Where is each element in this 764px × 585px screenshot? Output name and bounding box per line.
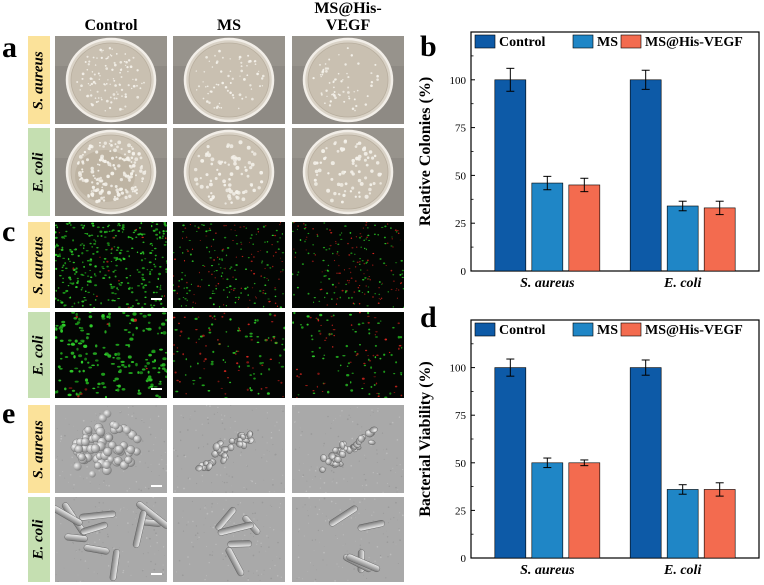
scale-bar <box>151 298 162 300</box>
fluorescence-s-aureus-control <box>55 222 167 308</box>
x-category-label: S. aureus <box>520 276 575 291</box>
bar-control-1 <box>629 367 662 559</box>
bar-ms-his-vegf-0 <box>568 184 601 272</box>
row-label-e-s-aureus: S. aureus <box>28 405 50 493</box>
bar-ms-0 <box>531 462 564 559</box>
bar-ms-1 <box>666 205 699 272</box>
bar-ms-his-vegf-0 <box>568 462 601 559</box>
legend-swatch-control <box>474 34 496 49</box>
panel-letter-b: b <box>420 30 437 63</box>
y-tick-label: 50 <box>455 458 467 470</box>
scale-bar <box>151 485 162 487</box>
scale-bar <box>151 388 162 390</box>
fluorescence-e-coli-ms <box>173 312 285 398</box>
column-header-ms-his-vegf: MS@His- VEGF <box>314 0 382 34</box>
legend-label-ms: MS <box>597 323 618 338</box>
y-axis-label: Relative Colonies (%) <box>417 77 434 226</box>
panel-letter-d: d <box>420 301 437 334</box>
row-label-c-e-coli: E. coli <box>28 312 50 398</box>
fluorescence-s-aureus-ms <box>173 222 285 308</box>
column-header-ms: MS <box>217 17 241 34</box>
plate-photo-e-coli-ms-his-vegf <box>292 128 404 216</box>
panel-letter-c: c <box>2 215 16 248</box>
y-axis-label: Bacterial Viability (%) <box>417 361 434 517</box>
legend-swatch-ms-his-vegf <box>620 34 642 49</box>
plate-photo-s-aureus-ms <box>173 36 285 124</box>
y-tick-label: 0 <box>461 553 467 565</box>
plate-photo-e-coli-ms <box>173 128 285 216</box>
legend-label-ms-his-vegf: MS@His-VEGF <box>645 323 743 338</box>
panel-letter-a: a <box>2 31 17 64</box>
bar-ms-0 <box>531 182 564 272</box>
legend-label-control: Control <box>499 35 546 50</box>
sem-e-coli-ms <box>173 497 285 582</box>
x-category-label: S. aureus <box>520 563 575 578</box>
bar-ms-his-vegf-1 <box>703 207 736 272</box>
plate-photo-s-aureus-control <box>55 36 167 124</box>
bar-ms-his-vegf-1 <box>703 489 736 559</box>
legend-label-ms-his-vegf: MS@His-VEGF <box>645 35 743 50</box>
sem-e-coli-control <box>55 497 167 582</box>
plate-photo-e-coli-control <box>55 128 167 216</box>
fluorescence-s-aureus-ms-his-vegf <box>292 222 404 308</box>
plate-photo-s-aureus-ms-his-vegf <box>292 36 404 124</box>
sem-e-coli-ms-his-vegf <box>292 497 404 582</box>
x-category-label: E. coli <box>663 563 701 578</box>
y-tick-label: 100 <box>450 363 467 375</box>
scale-bar <box>151 573 162 575</box>
bar-control-0 <box>494 367 527 559</box>
bar-ms-1 <box>666 489 699 559</box>
y-tick-label: 25 <box>455 218 467 230</box>
y-tick-label: 25 <box>455 505 467 517</box>
fluorescence-e-coli-ms-his-vegf <box>292 312 404 398</box>
y-tick-label: 100 <box>450 75 467 87</box>
legend-swatch-ms <box>572 34 594 49</box>
y-tick-label: 75 <box>455 123 467 135</box>
legend-swatch-ms <box>572 322 594 337</box>
y-tick-label: 50 <box>455 170 467 182</box>
sem-s-aureus-ms <box>173 405 285 493</box>
relative-colonies-chart-svg: 0 25 50 75 100 Relative Colonies (%) S. aureus… <box>417 31 760 291</box>
fluorescence-e-coli-control <box>55 312 167 398</box>
sem-s-aureus-ms-his-vegf <box>292 405 404 493</box>
column-header-control: Control <box>84 17 138 34</box>
panel-letter-e: e <box>2 397 16 430</box>
legend-swatch-control <box>474 322 496 337</box>
relative-colonies-chart: 0 25 50 75 100 Relative Colonies (%) S. aureus… <box>408 22 764 302</box>
row-label-a-s-aureus: S. aureus <box>28 36 50 124</box>
bar-control-0 <box>494 79 527 272</box>
row-label-a-e-coli: E. coli <box>28 128 50 216</box>
row-label-c-s-aureus: S. aureus <box>28 222 50 308</box>
legend-swatch-ms-his-vegf <box>620 322 642 337</box>
bar-control-1 <box>629 79 662 272</box>
sem-s-aureus-control <box>55 405 167 493</box>
x-category-label: E. coli <box>663 276 701 291</box>
y-tick-label: 0 <box>461 266 467 278</box>
legend-label-ms: MS <box>597 35 618 50</box>
legend-label-control: Control <box>499 323 546 338</box>
row-label-e-e-coli: E. coli <box>28 497 50 582</box>
bacterial-viability-chart: 0 25 50 75 100 Bacterial Viability (%) S. aure… <box>408 310 764 585</box>
bacterial-viability-chart-svg: 0 25 50 75 100 Bacterial Viability (%) S. aure… <box>417 319 760 578</box>
y-tick-label: 75 <box>455 410 467 422</box>
